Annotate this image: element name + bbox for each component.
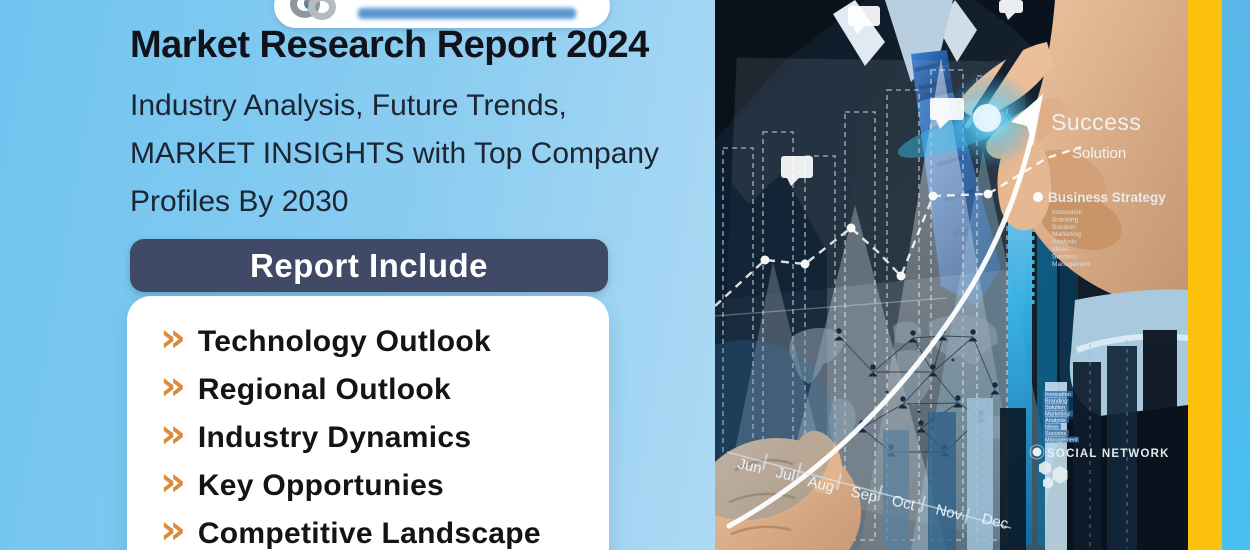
growth-arrow xyxy=(726,94,1043,529)
yellow-stripe xyxy=(1188,0,1222,550)
report-include-banner: Report Include xyxy=(130,239,608,292)
hexagon-cluster-icon xyxy=(1039,461,1068,489)
svg-text:Management: Management xyxy=(1045,438,1078,444)
svg-text:Innovation: Innovation xyxy=(1052,209,1083,216)
month-label: Sep xyxy=(849,483,879,506)
svg-text:Solution: Solution xyxy=(1052,224,1076,231)
social-network-label: SOCIAL NETWORK xyxy=(1047,448,1170,460)
list-item: » Industry Dynamics xyxy=(127,414,609,462)
subtitle: Industry Analysis, Future Trends, MARKET… xyxy=(130,82,659,226)
business-strategy-label: Business Strategy xyxy=(1048,190,1166,205)
interlocked-rings-logo-icon xyxy=(290,0,350,24)
list-item-label: Key Opportunies xyxy=(197,469,445,502)
business-strategy-photo: Jun Jul Aug Sep Oct Nov Dec Success Solu… xyxy=(655,0,1189,550)
month-label: Aug xyxy=(806,473,836,496)
svg-text:Innovation: Innovation xyxy=(1045,392,1071,398)
dashed-trend-line xyxy=(714,145,1082,307)
list-item-label: Competitive Landscape xyxy=(197,517,541,550)
double-chevron-icon: » xyxy=(160,363,186,409)
list-item: » Regional Outlook xyxy=(127,366,609,414)
month-bars-3d xyxy=(883,398,993,550)
month-label: Jul xyxy=(774,464,797,485)
bullet-dot-icon xyxy=(1033,192,1043,202)
double-chevron-icon: » xyxy=(160,411,186,457)
strategy-term-list-chips: Innovation Branding Solution Marketing A… xyxy=(1043,391,1079,444)
list-item-label: Regional Outlook xyxy=(197,373,451,406)
svg-text:Marketing: Marketing xyxy=(1052,231,1081,238)
dark-bars-3d xyxy=(1000,330,1177,550)
month-axis: Jun Jul Aug Sep Oct Nov Dec xyxy=(726,451,1012,533)
subtitle-line-1: Industry Analysis, Future Trends, xyxy=(130,89,567,122)
list-item: » Technology Outlook xyxy=(127,318,609,366)
strategy-term-list: Innovation Branding Solution Marketing A… xyxy=(1052,209,1091,268)
subtitle-line-3: Profiles By 2030 xyxy=(130,185,349,218)
svg-text:Branding: Branding xyxy=(1052,216,1079,223)
svg-text:Branding: Branding xyxy=(1045,399,1067,405)
double-chevron-icon: » xyxy=(160,315,186,361)
double-chevron-icon: » xyxy=(160,459,186,505)
brand-logo xyxy=(274,0,610,28)
strategy-photo-svg: Jun Jul Aug Sep Oct Nov Dec Success Solu… xyxy=(655,0,1189,550)
brand-logo-text-cutoff xyxy=(358,8,576,19)
svg-text:Solution: Solution xyxy=(1045,405,1065,411)
month-label: Nov xyxy=(934,501,964,524)
report-include-heading: Report Include xyxy=(249,246,489,284)
success-label: Success xyxy=(1051,109,1141,135)
svg-text:Analysis: Analysis xyxy=(1045,418,1066,424)
month-label: Jun xyxy=(736,455,763,477)
report-include-card: » Technology Outlook » Regional Outlook … xyxy=(127,296,609,550)
month-label: Dec xyxy=(980,510,1010,533)
double-chevron-icon: » xyxy=(160,507,186,550)
overlay-labels: Success Solution Business Strategy Innov… xyxy=(1029,109,1170,489)
list-item: » Competitive Landscape xyxy=(127,510,609,550)
list-item-label: Industry Dynamics xyxy=(197,421,472,454)
page-title: Market Research Report 2024 xyxy=(130,24,649,66)
month-label: Oct xyxy=(890,492,917,514)
solution-label: Solution xyxy=(1072,145,1126,162)
svg-text:Management: Management xyxy=(1052,261,1091,268)
list-item: » Key Opportunies xyxy=(127,462,609,510)
speech-bubble-icons xyxy=(781,0,1023,186)
svg-text:Ideas: Ideas xyxy=(1045,425,1059,431)
svg-text:Marketing: Marketing xyxy=(1045,412,1070,418)
blue-stripe xyxy=(1222,0,1250,550)
subtitle-line-2: MARKET INSIGHTS with Top Company xyxy=(130,137,660,170)
list-item-label: Technology Outlook xyxy=(197,325,492,358)
svg-text:Ideas: Ideas xyxy=(1052,246,1069,253)
svg-text:Analysis: Analysis xyxy=(1052,239,1077,246)
node-dot-icon xyxy=(1032,447,1042,457)
pen-tip-glow xyxy=(897,72,1039,168)
social-network-label-group: SOCIAL NETWORK xyxy=(1029,444,1170,489)
svg-text:Success: Success xyxy=(1045,431,1066,437)
svg-text:Success: Success xyxy=(1052,253,1078,260)
